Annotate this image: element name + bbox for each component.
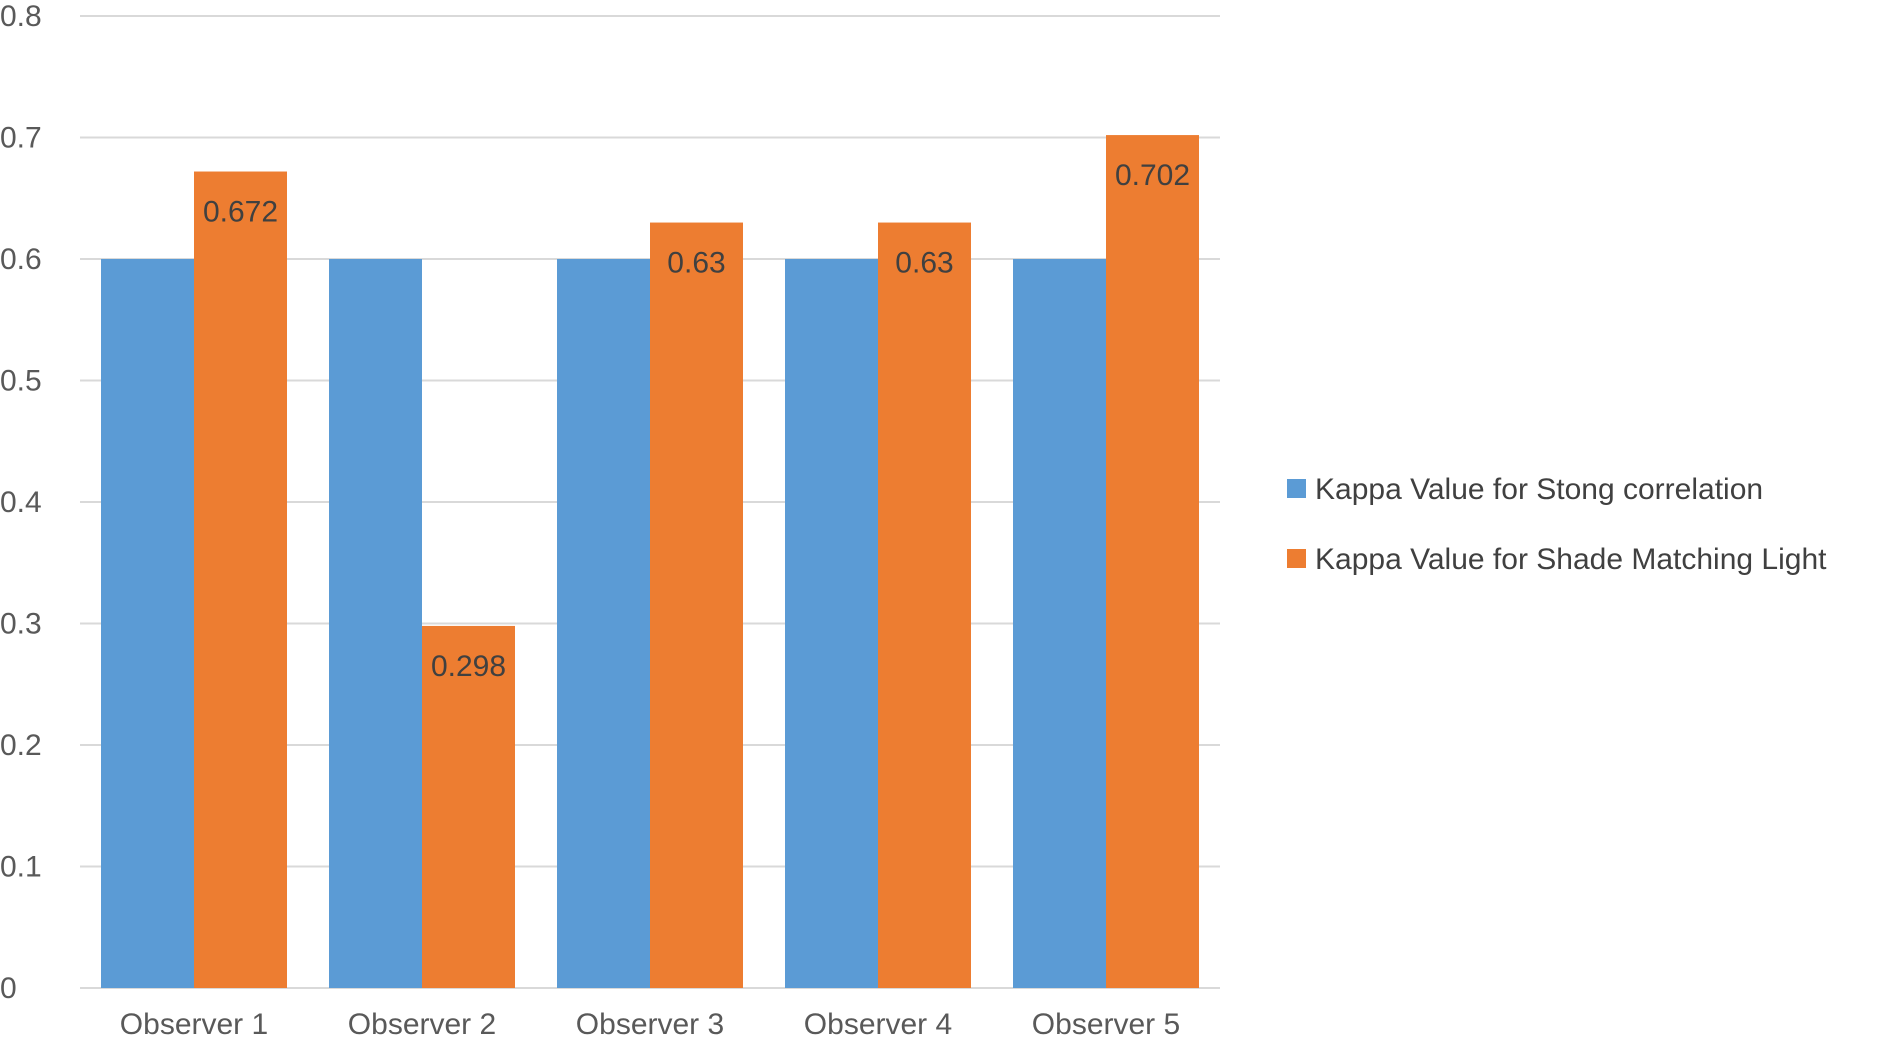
x-category-label: Observer 2 <box>348 1008 496 1041</box>
y-tick-label: 0.6 <box>0 243 42 276</box>
bar-series-2-3 <box>650 222 743 989</box>
data-label: 0.702 <box>1115 159 1190 192</box>
data-label: 0.63 <box>895 247 953 280</box>
bar-series-1-4 <box>785 259 878 988</box>
legend-swatch <box>1287 479 1306 498</box>
legend: Kappa Value for Stong correlation Kappa V… <box>1287 473 1827 576</box>
bar-series-1-1 <box>101 259 194 988</box>
bar-series-1-3 <box>557 259 650 988</box>
y-tick-label: 0.8 <box>0 0 42 33</box>
bar-series-2-2 <box>422 625 515 988</box>
legend-swatch <box>1287 549 1306 568</box>
x-category-label: Observer 1 <box>120 1008 268 1041</box>
y-tick-label: 0.5 <box>0 365 42 398</box>
y-tick-label: 0.7 <box>0 122 42 155</box>
y-tick-label: 0.1 <box>0 851 42 884</box>
data-label: 0.298 <box>431 650 506 683</box>
x-axis-category-labels: Observer 1 Observer 2 Observer 3 Observer 4… <box>120 1008 1180 1041</box>
bar-series-2-1 <box>194 171 287 988</box>
bars <box>101 135 1199 989</box>
data-labels: 0.672 0.298 0.63 0.63 0.702 <box>203 159 1190 683</box>
x-category-label: Observer 5 <box>1032 1008 1180 1041</box>
bar-series-1-2 <box>329 259 422 988</box>
x-category-label: Observer 4 <box>804 1008 952 1041</box>
y-tick-label: 0 <box>0 972 17 1005</box>
legend-label: Kappa Value for Shade Matching Light <box>1315 543 1827 576</box>
bar-series-2-4 <box>878 222 971 989</box>
x-category-label: Observer 3 <box>576 1008 724 1041</box>
data-label: 0.672 <box>203 196 278 229</box>
bar-series-1-5 <box>1013 259 1106 988</box>
y-tick-label: 0.3 <box>0 608 42 641</box>
y-axis-tick-labels: 0 0.1 0.2 0.3 0.4 0.5 0.6 0.7 0.8 <box>0 0 42 1005</box>
legend-label: Kappa Value for Stong correlation <box>1315 473 1763 506</box>
y-tick-label: 0.2 <box>0 729 42 762</box>
bar-series-2-5 <box>1106 135 1199 988</box>
y-tick-label: 0.4 <box>0 486 42 519</box>
data-label: 0.63 <box>667 247 725 280</box>
